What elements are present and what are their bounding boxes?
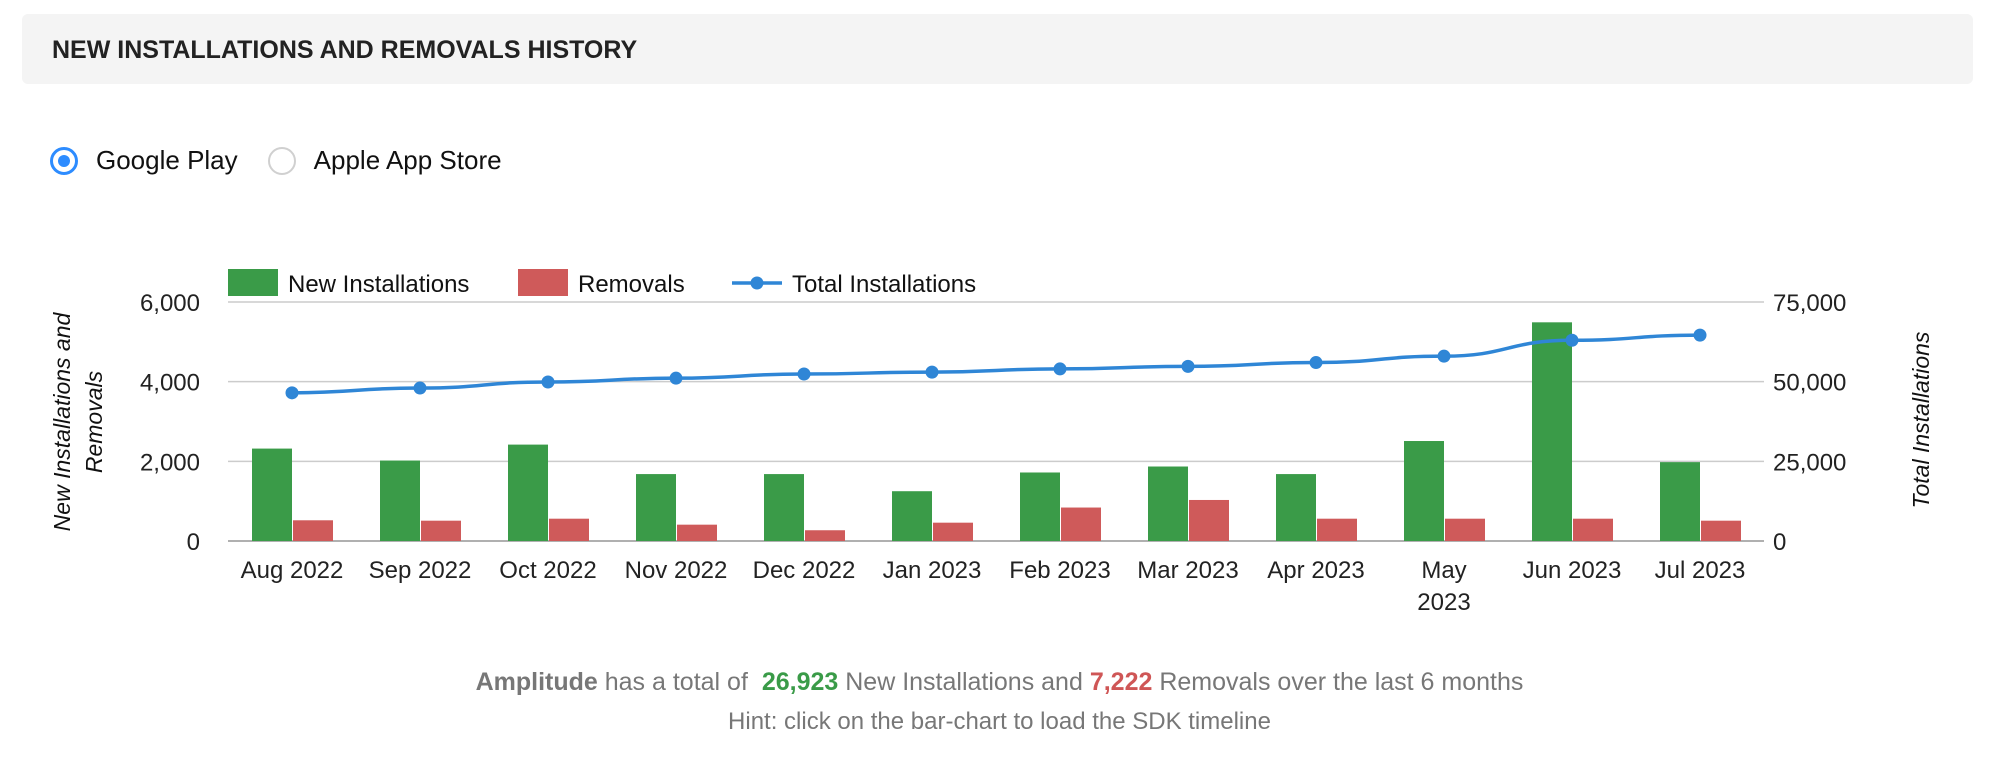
chart-grid [228,301,1764,542]
summary-removals-total: 7,222 [1089,668,1153,696]
y2-tick-label: 75,000 [1773,290,1846,317]
legend-label-total-installations[interactable]: Total Installations [792,271,976,298]
bar-new-installations[interactable] [508,444,548,541]
bar-new-installations[interactable] [1404,441,1444,541]
summary-text: Amplitude has a total of 26,923 New Inst… [0,668,1999,697]
bar-removals[interactable] [1573,518,1613,541]
x-tick-label: Nov 2022 [625,557,728,584]
total-installations-point[interactable] [1181,359,1195,373]
total-installations-point[interactable] [1053,362,1067,376]
bar-removals[interactable] [421,520,461,541]
bar-new-installations[interactable] [380,460,420,541]
radio-selected-icon[interactable] [50,146,78,175]
total-installations-point[interactable] [285,386,299,400]
x-tick-label: Jul 2023 [1655,557,1746,584]
summary-app-name: Amplitude [475,668,598,696]
bar-new-installations[interactable] [252,448,292,541]
x-tick-label: Aug 2022 [241,557,344,584]
chart-legend[interactable]: New Installations Removals Total Installat… [228,269,976,298]
legend-label-removals[interactable]: Removals [578,271,685,298]
y2-tick-label: 50,000 [1773,370,1846,397]
total-installations-point[interactable] [669,371,683,385]
x-tick-label: Jan 2023 [883,557,982,584]
bar-removals[interactable] [549,518,589,541]
bar-removals[interactable] [1701,520,1741,541]
total-installations-point[interactable] [541,375,555,389]
total-installations-point[interactable] [413,381,427,395]
y-axis-title: New Installations and Removals [49,311,107,531]
y-tick-label: 2,000 [140,449,200,476]
chart-total-line [285,328,1707,400]
bar-new-installations[interactable] [1660,462,1700,541]
bar-new-installations[interactable] [636,474,676,541]
radio-apple-app-store[interactable]: Apple App Store [267,145,502,176]
bar-removals[interactable] [1317,518,1357,541]
chart-axes: 0 0 2,000 25,000 4,000 50,000 6,000 75,000 New I… [49,290,1934,616]
summary-installs-total: 26,923 [761,668,839,696]
section-header: NEW INSTALLATIONS AND REMOVALS HISTORY [22,14,1973,84]
hint-text: Hint: click on the bar-chart to load the… [728,708,1271,735]
x-tick-label: Oct 2022 [499,557,596,584]
x-tick-label: Sep 2022 [369,557,472,584]
x-tick-label: Jun 2023 [1523,557,1622,584]
total-installations-point[interactable] [925,365,939,379]
legend-marker-total-installations[interactable] [750,276,764,290]
bar-new-installations[interactable] [892,491,932,541]
bar-new-installations[interactable] [1276,474,1316,541]
x-tick-label: Feb 2023 [1009,557,1110,584]
chart-bars[interactable] [252,322,1741,541]
summary-text-3: Removals over the last 6 months [1159,668,1524,696]
total-installations-point[interactable] [1309,356,1323,370]
bar-new-installations[interactable] [1148,466,1188,541]
bar-new-installations[interactable] [1532,322,1572,541]
bar-removals[interactable] [1061,507,1101,541]
total-installations-point[interactable] [1565,333,1579,347]
x-tick-label: Apr 2023 [1267,557,1364,584]
legend-swatch-new-installations[interactable] [228,269,278,296]
radio-unselected-icon[interactable] [267,146,296,175]
total-installations-line [291,333,1701,395]
legend-swatch-removals[interactable] [518,269,568,296]
x-tick-label: Dec 2022 [753,557,856,584]
bar-removals[interactable] [677,524,717,541]
bar-new-installations[interactable] [764,474,804,541]
summary-text-1: has a total of [604,668,748,696]
total-installations-point[interactable] [1437,349,1451,363]
section-title: NEW INSTALLATIONS AND REMOVALS HISTORY [52,36,638,64]
y-tick-label: 0 [187,529,200,556]
y2-axis-title: Total Installations [1908,331,1934,508]
total-installations-point[interactable] [797,367,811,381]
legend-label-new-installations[interactable]: New Installations [288,271,469,298]
total-installations-point[interactable] [1693,328,1707,342]
y-tick-label: 4,000 [140,370,200,397]
x-tick-label: Mar 2023 [1137,557,1238,584]
store-selector: Google Play Apple App Store [50,145,532,176]
installations-chart[interactable]: 0 0 2,000 25,000 4,000 50,000 6,000 75,000 New I… [0,0,1999,640]
radio-google-play[interactable]: Google Play [50,145,238,176]
y2-tick-label: 25,000 [1773,449,1846,476]
radio-google-play-label[interactable]: Google Play [96,145,238,175]
x-tick-label: May 2023 [1417,557,1470,616]
bar-removals[interactable] [805,530,845,541]
radio-apple-app-store-label[interactable]: Apple App Store [313,145,502,175]
summary-text-2: New Installations and [845,668,1083,696]
bar-removals[interactable] [293,520,333,541]
bar-removals[interactable] [1445,518,1485,541]
bar-new-installations[interactable] [1020,472,1060,541]
y2-tick-label: 0 [1773,529,1786,556]
bar-removals[interactable] [933,522,973,541]
bar-removals[interactable] [1189,499,1229,541]
y-tick-label: 6,000 [140,290,200,317]
